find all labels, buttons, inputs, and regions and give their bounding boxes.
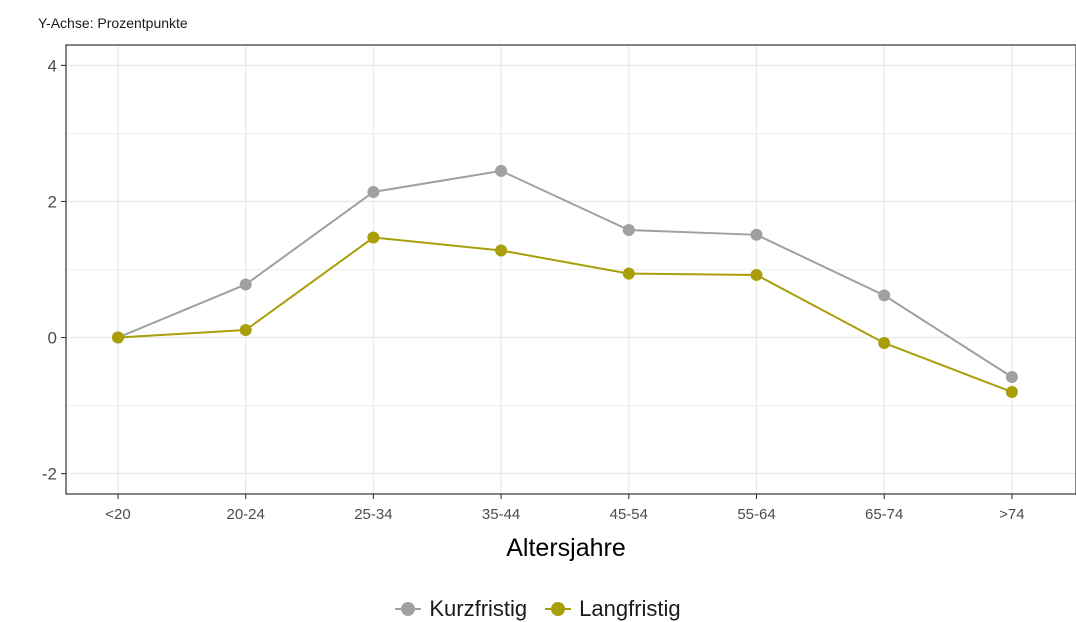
legend-key-langfristig [545,599,572,619]
data-point [1005,370,1018,383]
series-layer [112,164,1018,398]
data-point [622,224,635,237]
legend-label-kurzfristig: Kurzfristig [429,596,528,621]
series-langfristig [112,231,1018,398]
data-point [878,289,891,302]
y-tick-label: -2 [42,465,57,484]
y-axis-unit-note: Y-Achse: Prozentpunkte [38,15,188,31]
legend-label-langfristig: Langfristig [579,596,681,621]
data-point [112,331,124,344]
legend: Kurzfristig Langfristig [0,596,1076,622]
data-point [239,324,252,337]
x-tick-label: 25-34 [354,506,392,523]
data-point [367,185,380,198]
data-point [1005,385,1018,398]
data-point [495,244,508,257]
series-kurzfristig [112,164,1018,383]
data-point [622,267,635,280]
plot-panel-border [65,44,1076,495]
x-tick-label: <20 [105,506,130,523]
legend-item-langfristig: Langfristig [545,596,681,622]
legend-key-kurzfristig [395,599,422,619]
x-tick-label: >74 [999,506,1024,523]
x-axis-title: Altersjahre [506,534,626,562]
x-axis: <20 20-24 25-34 35-44 45-54 55-64 65-74 >74 [105,494,1025,523]
data-point [367,231,380,244]
grid [66,45,1076,494]
data-point [750,268,763,281]
series-line [117,169,1013,378]
data-point [750,228,763,241]
data-point [239,278,252,291]
y-tick-label: 0 [48,329,57,348]
x-tick-label: 65-74 [865,506,903,523]
x-tick-label: 45-54 [610,506,648,523]
legend-item-kurzfristig: Kurzfristig [395,596,527,622]
y-axis: -2 0 2 4 [42,56,66,484]
x-tick-label: 55-64 [737,506,775,523]
y-tick-label: 2 [48,192,57,211]
x-tick-label: 20-24 [227,506,265,523]
data-point [495,164,508,177]
y-tick-label: 4 [48,56,57,75]
x-tick-label: 35-44 [482,506,520,523]
data-point [878,336,891,349]
series-line [117,236,1013,393]
